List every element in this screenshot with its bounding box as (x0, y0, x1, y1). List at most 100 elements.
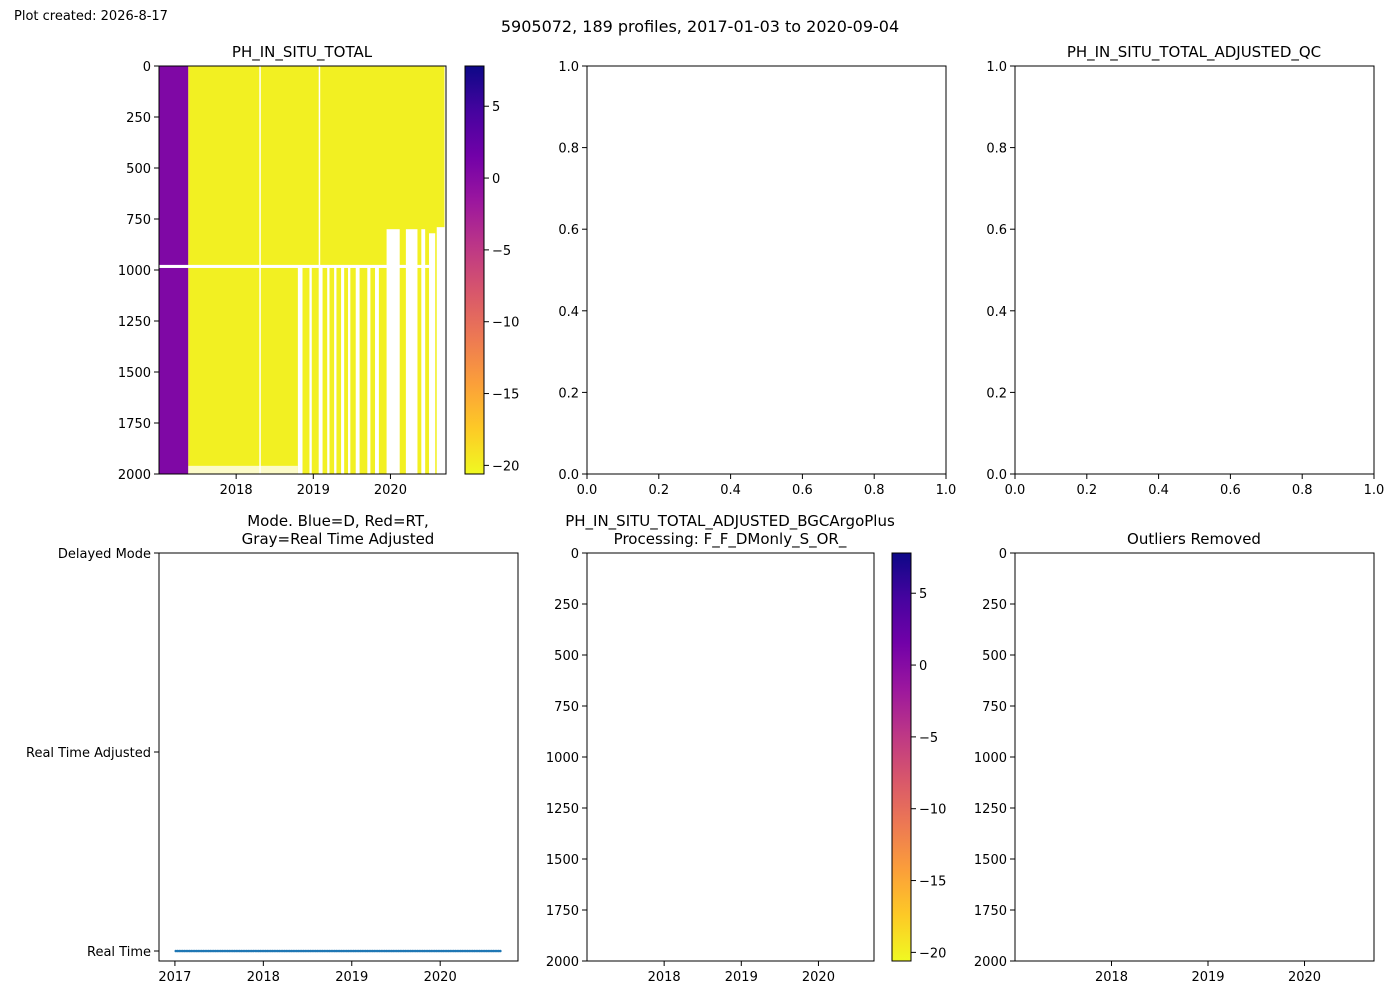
missing-column-12 (421, 229, 426, 474)
missing-column-6 (348, 265, 351, 474)
panel-title-mode-line1: Mode. Blue=D, Red=RT, (247, 512, 429, 530)
y-tick-label: 1.0 (986, 60, 1007, 75)
y-tick-label: 0.4 (986, 305, 1007, 320)
y-tick-label: 2000 (546, 955, 579, 970)
missing-column-13 (429, 233, 436, 474)
y-tick-label: 0.0 (558, 468, 579, 483)
y-tick-label: 1.0 (558, 60, 579, 75)
x-tick-label: 0.2 (648, 483, 669, 498)
colorbar-tick-label: 0 (919, 659, 927, 674)
colorbar-ph-adjusted-bgc (892, 553, 911, 961)
y-tick-label: 500 (126, 162, 151, 177)
x-tick-label: 0.4 (1148, 483, 1169, 498)
x-tick-label: 1.0 (936, 483, 957, 498)
colorbar-tick-label: −20 (919, 946, 946, 961)
y-tick-label: 1250 (974, 802, 1007, 817)
y-tick-label: 0.6 (558, 223, 579, 238)
x-tick-label: 0.8 (864, 483, 885, 498)
missing-column-2 (319, 265, 323, 474)
ph-in-situ-total-heatmap (159, 66, 446, 474)
y-tick-label: 750 (554, 700, 579, 715)
y-tick-label: 1000 (118, 264, 151, 279)
colorbar-tick-label: 5 (492, 100, 500, 115)
x-tick-label: 2019 (725, 970, 758, 985)
y-tick-label: 0.2 (986, 386, 1007, 401)
mode-point (499, 949, 502, 953)
y-tick-label: 0 (143, 60, 151, 75)
colorbar-tick-label: −20 (492, 459, 519, 474)
mode-series-real-time (174, 949, 502, 953)
y-tick-label: 250 (982, 598, 1007, 613)
x-tick-label: 2019 (335, 970, 368, 985)
x-tick-label: 0.0 (577, 483, 598, 498)
missing-column-14 (436, 227, 446, 474)
ph-adjusted-qc-frame (1014, 65, 1375, 475)
panel-title-bgc-line1: PH_IN_SITU_TOTAL_ADJUSTED_BGCArgoPlus (565, 512, 895, 531)
colorbar-ticks-ph-in-situ-total: 5 0 −5 −10 −15 −20 (484, 100, 519, 474)
mode-frame (158, 552, 519, 962)
y-tick-label: Delayed Mode (58, 547, 151, 562)
missing-column-8 (367, 265, 371, 474)
y-tick-label: 1500 (546, 853, 579, 868)
x-tick-label: 0.4 (720, 483, 741, 498)
y-tick-label: 0.8 (558, 142, 579, 157)
x-tick-label: 2020 (424, 970, 457, 985)
x-tick-label: 2019 (297, 483, 330, 498)
missing-column-5 (341, 265, 345, 474)
panel-title-ph-in-situ-total: PH_IN_SITU_TOTAL (232, 43, 373, 62)
missing-column-10 (386, 229, 400, 474)
x-tick-label: 2018 (220, 483, 253, 498)
y-tick-label: 250 (126, 111, 151, 126)
profile-gap-line-0 (259, 66, 261, 474)
colorbar-ticks-ph-adjusted-bgc: 5 0 −5 −10 −15 −20 (911, 587, 946, 961)
y-tick-label: 1750 (118, 417, 151, 432)
y-tick-label: 0.0 (986, 468, 1007, 483)
colorbar-tick-label: −15 (492, 388, 519, 403)
y-tick-label: 0.8 (986, 142, 1007, 157)
x-tick-label: 1.0 (1364, 483, 1385, 498)
y-tick-label: 500 (554, 649, 579, 664)
x-tick-label: 2020 (1288, 970, 1321, 985)
heatmap-segment-1 (188, 66, 445, 474)
colorbar-tick-label: 0 (492, 172, 500, 187)
missing-column-1 (309, 265, 312, 474)
y-tick-label: 2000 (974, 955, 1007, 970)
panel-title-outliers-removed: Outliers Removed (1127, 530, 1261, 548)
missing-column-0 (297, 265, 303, 474)
y-tick-label: 0 (999, 547, 1007, 562)
colorbar-tick-label: −5 (919, 731, 938, 746)
y-tick-label: 750 (982, 700, 1007, 715)
x-tick-label: 2018 (648, 970, 681, 985)
x-tick-label: 2019 (1191, 970, 1224, 985)
y-tick-label: 1500 (118, 366, 151, 381)
colorbar-tick-label: −5 (492, 244, 511, 259)
y-tick-label: 2000 (118, 468, 151, 483)
y-tick-label: 1750 (974, 904, 1007, 919)
x-tick-label: 0.6 (1220, 483, 1241, 498)
x-tick-label: 0.8 (1292, 483, 1313, 498)
plot-created-label: Plot created: 2026-8-17 (14, 9, 168, 24)
x-tick-label: 2020 (374, 483, 407, 498)
x-tick-label: 2020 (802, 970, 835, 985)
bottom-edge-gap (188, 465, 298, 474)
panel-title-mode-line2: Gray=Real Time Adjusted (242, 530, 435, 548)
colorbar-tick-label: −10 (919, 803, 946, 818)
missing-column-7 (355, 265, 360, 474)
y-tick-label: 1000 (546, 751, 579, 766)
panel-title-bgc-line2: Processing: F_F_DMonly_S_OR_ (614, 530, 847, 549)
y-tick-label: 500 (982, 649, 1007, 664)
axes-group: 2018 2019 20200250500750100012501500175020… (26, 60, 1384, 985)
y-tick-label: 1250 (118, 315, 151, 330)
colorbar-ph-in-situ-total (465, 66, 484, 474)
missing-column-11 (405, 229, 418, 474)
ph-adjusted-bgc-frame (586, 552, 875, 962)
colorbar-tick-label: 5 (919, 587, 927, 602)
y-tick-label: 1000 (974, 751, 1007, 766)
y-tick-label: Real Time (87, 945, 151, 960)
blank-axes-1-frame (586, 65, 947, 475)
outliers-removed-frame (1014, 552, 1375, 962)
profile-gap-line-1 (318, 66, 321, 474)
y-tick-label: 250 (554, 598, 579, 613)
y-tick-label: 0.2 (558, 386, 579, 401)
y-tick-label: 0.4 (558, 305, 579, 320)
